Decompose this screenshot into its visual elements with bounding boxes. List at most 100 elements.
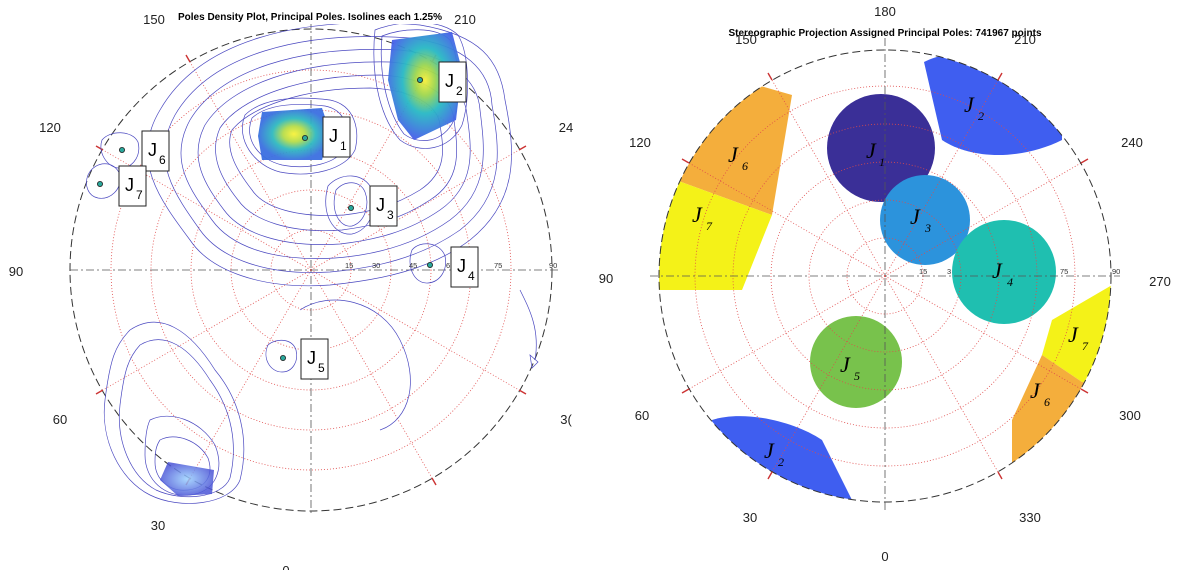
svg-text:300: 300 <box>1119 408 1141 423</box>
pole-markers <box>97 77 433 361</box>
pole-label-j2: J 2 <box>438 61 467 103</box>
cluster-fills <box>659 51 1111 500</box>
svg-text:90: 90 <box>599 271 613 286</box>
density-hotspots <box>160 32 462 496</box>
svg-text:5: 5 <box>318 361 325 375</box>
svg-text:3: 3 <box>924 221 931 235</box>
cluster-label-j7-right: J 7 <box>1068 322 1089 353</box>
density-isolines <box>86 22 539 504</box>
svg-text:1: 1 <box>879 155 885 169</box>
svg-text:7: 7 <box>1082 339 1089 353</box>
svg-text:150: 150 <box>143 12 165 27</box>
svg-text:30: 30 <box>743 510 757 525</box>
svg-text:60: 60 <box>53 412 67 427</box>
svg-text:3(: 3( <box>560 412 572 427</box>
svg-text:90: 90 <box>1112 267 1120 276</box>
azimuth-labels: 0 30 60 90 120 150 210 24 3( <box>9 12 573 575</box>
cluster-label-j6-left: J 6 <box>728 142 748 173</box>
right-plot-title: Stereographic Projection Assigned Princi… <box>728 28 1041 39</box>
cluster-label-j6-right: J 6 <box>1030 378 1050 409</box>
svg-text:75: 75 <box>1060 267 1068 276</box>
svg-text:J: J <box>866 138 877 163</box>
svg-text:30: 30 <box>151 518 165 533</box>
poles-density-plot: 15 30 45 6 75 90 Poles Density Plot, Pri… <box>0 0 592 575</box>
svg-text:75: 75 <box>494 261 502 270</box>
svg-text:J: J <box>376 195 385 215</box>
cluster-j5 <box>810 316 902 408</box>
cluster-j2-top <box>924 51 1062 155</box>
svg-text:2: 2 <box>456 84 463 98</box>
svg-text:7: 7 <box>706 219 713 233</box>
svg-text:5: 5 <box>854 369 860 383</box>
svg-text:210: 210 <box>454 12 476 27</box>
svg-text:4: 4 <box>468 269 475 283</box>
cluster-label-j3: J 3 <box>910 204 931 235</box>
dip-scale-labels: 15 3 75 90 <box>919 267 1120 276</box>
svg-text:0: 0 <box>881 549 888 564</box>
svg-text:90: 90 <box>9 264 23 279</box>
svg-text:6: 6 <box>742 159 748 173</box>
svg-text:J: J <box>457 256 466 276</box>
svg-text:6: 6 <box>1044 395 1050 409</box>
svg-text:J: J <box>1068 322 1079 347</box>
svg-text:J: J <box>840 352 851 377</box>
svg-text:2: 2 <box>778 455 784 469</box>
pole-label-j4: J 4 <box>450 246 479 288</box>
cluster-j7-left <box>659 175 772 290</box>
pole-label-j7: J 7 <box>118 165 147 207</box>
svg-text:J: J <box>307 348 316 368</box>
cluster-j4 <box>952 220 1056 324</box>
svg-text:3: 3 <box>387 208 394 222</box>
svg-text:J: J <box>1030 378 1041 403</box>
svg-text:15: 15 <box>919 267 927 276</box>
svg-text:45: 45 <box>409 261 417 270</box>
svg-text:150: 150 <box>735 32 757 47</box>
svg-text:J: J <box>445 71 454 91</box>
cluster-label-j5: J 5 <box>840 352 860 383</box>
pole-label-j5: J 5 <box>300 338 329 380</box>
svg-text:1: 1 <box>340 139 347 153</box>
svg-text:7: 7 <box>136 188 143 202</box>
cluster-label-j1: J 1 <box>866 138 885 169</box>
svg-text:J: J <box>148 140 157 160</box>
axes-crosshair <box>70 20 560 515</box>
cluster-j1 <box>827 94 935 202</box>
cluster-j3 <box>880 175 970 265</box>
svg-text:6: 6 <box>446 261 450 270</box>
svg-text:J: J <box>692 202 703 227</box>
cluster-label-j4: J 4 <box>992 258 1013 289</box>
svg-text:240: 240 <box>1121 135 1143 150</box>
svg-text:180: 180 <box>874 4 896 19</box>
pole-label-j6: J 6 <box>141 130 170 172</box>
svg-text:0: 0 <box>282 563 289 570</box>
svg-text:30: 30 <box>372 261 380 270</box>
svg-text:J: J <box>910 204 921 229</box>
svg-text:J: J <box>329 126 338 146</box>
svg-text:J: J <box>728 142 739 167</box>
assigned-poles-projection: 15 3 75 90 Stereographic Projection Assi… <box>592 0 1184 570</box>
svg-text:210: 210 <box>1014 32 1036 47</box>
cluster-label-j2-top: J 2 <box>964 92 984 123</box>
svg-text:J: J <box>125 175 134 195</box>
svg-text:3: 3 <box>947 267 951 276</box>
left-plot-title: Poles Density Plot, Principal Poles. Iso… <box>178 12 442 23</box>
azimuth-ticks <box>681 72 1089 480</box>
svg-text:120: 120 <box>629 135 651 150</box>
svg-text:J: J <box>764 438 775 463</box>
svg-text:6: 6 <box>159 153 166 167</box>
svg-text:60: 60 <box>635 408 649 423</box>
svg-text:15: 15 <box>345 261 353 270</box>
svg-text:90: 90 <box>549 261 557 270</box>
axes-crosshair <box>650 38 1120 510</box>
pole-label-j1: J 1 <box>322 116 351 158</box>
svg-text:120: 120 <box>39 120 61 135</box>
svg-text:330: 330 <box>1019 510 1041 525</box>
svg-text:J: J <box>992 258 1003 283</box>
svg-text:270: 270 <box>1149 274 1171 289</box>
cluster-label-j2-bottom: J 2 <box>764 438 784 469</box>
svg-text:4: 4 <box>1007 275 1013 289</box>
dip-scale-labels: 15 30 45 6 75 90 <box>345 261 557 270</box>
pole-label-j3: J 3 <box>369 185 398 227</box>
svg-text:24: 24 <box>559 120 573 135</box>
cluster-j6-right <box>1012 355 1111 470</box>
